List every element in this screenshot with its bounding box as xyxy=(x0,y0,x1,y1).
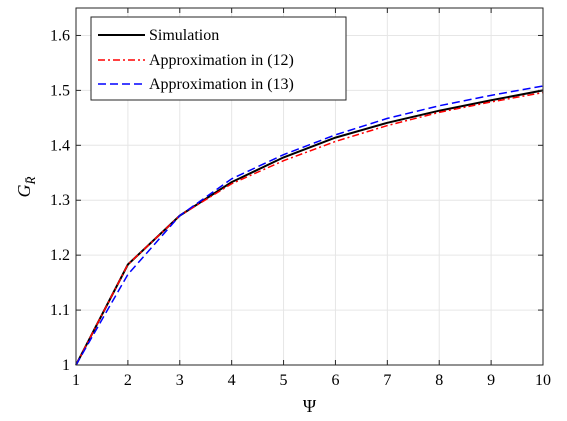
y-tick-label: 1.4 xyxy=(50,137,70,154)
legend-label-simulation: Simulation xyxy=(149,27,219,44)
x-tick-label: 1 xyxy=(72,372,80,389)
series-line-approximation-in-12 xyxy=(75,91,544,366)
x-axis-label: Ψ xyxy=(303,396,317,416)
axis-ticks: 1 2 3 4 5 6 7 8 9 10 1 1.1 1.2 1.3 1.4 1.5 1.6 xyxy=(50,8,551,389)
legend-box xyxy=(90,16,347,101)
y-tick-label: 1.5 xyxy=(50,82,70,99)
x-tick-label: 7 xyxy=(383,372,391,389)
plot-frame xyxy=(75,7,544,366)
x-tick-label: 6 xyxy=(331,372,339,389)
x-tick-label: 10 xyxy=(535,372,551,389)
x-tick-label: 5 xyxy=(280,372,288,389)
y-tick-label: 1.1 xyxy=(50,302,70,319)
legend: Simulation Approximation in (12) Approxi… xyxy=(90,16,347,101)
x-tick-label: 8 xyxy=(435,372,443,389)
x-tick-label: 4 xyxy=(228,372,236,389)
series-line-approximation-in-13 xyxy=(75,85,544,366)
legend-label-approximation-13: Approximation in (13) xyxy=(149,76,294,93)
x-tick-label: 9 xyxy=(487,372,495,389)
y-axis-label: GR̄ xyxy=(14,176,38,197)
x-tick-label: 2 xyxy=(124,372,132,389)
series-lines xyxy=(75,85,544,366)
y-tick-label: 1.3 xyxy=(50,192,70,209)
y-tick-label: 1 xyxy=(62,357,70,374)
legend-label-approximation-12: Approximation in (12) xyxy=(149,52,294,69)
y-tick-label: 1.2 xyxy=(50,247,70,264)
y-tick-label: 1.6 xyxy=(50,27,70,44)
x-tick-label: 3 xyxy=(176,372,184,389)
series-line-simulation xyxy=(75,89,544,366)
